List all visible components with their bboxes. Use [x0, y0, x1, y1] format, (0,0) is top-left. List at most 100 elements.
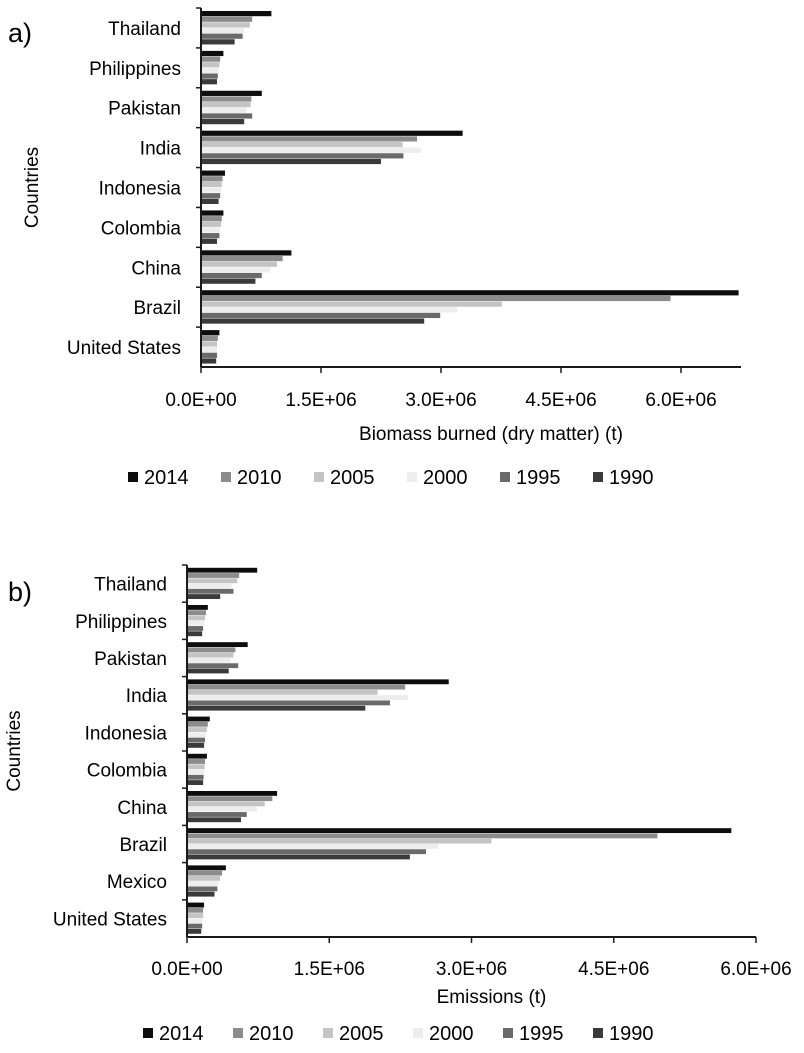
legend-label-2010: 2010 [249, 1023, 294, 1045]
bar-mexico-2005 [187, 875, 221, 881]
bar-thailand-2000 [201, 27, 245, 34]
category-label: United States [53, 909, 167, 930]
bar-united-states-2010 [187, 907, 204, 913]
bar-indonesia-2000 [187, 732, 206, 738]
bar-india-2010 [187, 684, 406, 690]
bar-pakistan-1995 [187, 663, 239, 669]
bar-thailand-2014 [201, 10, 272, 17]
x-axis-title: Biomass burned (dry matter) (t) [359, 424, 623, 445]
chart-panel-a: a) Countries Thailand Philippines Pakistan In… [8, 7, 741, 489]
category-label: Pakistan [108, 99, 181, 120]
x-axis-title: Emissions (t) [437, 987, 547, 1008]
bar-brazil-1990 [201, 318, 425, 324]
legend-swatch-2000 [407, 472, 417, 482]
bar-china-2005 [187, 801, 265, 807]
bar-thailand-1990 [187, 594, 221, 599]
bar-colombia-2005 [201, 221, 221, 227]
bar-indonesia-2014 [201, 170, 225, 176]
category-label: Colombia [87, 761, 168, 782]
bar-philippines-2000 [187, 620, 205, 626]
bar-mexico-2010 [187, 870, 223, 876]
legend-swatch-1995 [500, 472, 510, 482]
legend-label-1995: 1995 [519, 1023, 564, 1045]
legend-swatch-2014 [128, 472, 138, 482]
bar-colombia-2000 [187, 769, 205, 775]
bar-brazil-1995 [201, 312, 441, 319]
bar-indonesia-1995 [187, 737, 206, 743]
x-tick-label: 0.0E+00 [151, 959, 222, 980]
bar-india-2005 [187, 689, 378, 695]
bar-philippines-1995 [201, 73, 218, 79]
category-label: Philippines [89, 59, 181, 80]
category-label: Brazil [119, 835, 167, 856]
category-label: Philippines [75, 612, 167, 633]
chart-panel-b: b) Countries Thailand Philippines Pakistan In… [4, 564, 792, 1045]
bar-philippines-2014 [201, 50, 224, 57]
bar-united-states-1990 [201, 358, 217, 364]
bar-indonesia-1990 [201, 198, 219, 204]
bar-philippines-1990 [187, 631, 203, 637]
bar-thailand-1995 [201, 33, 243, 39]
bar-united-states-1995 [187, 923, 203, 929]
bar-china-2010 [201, 255, 283, 262]
bar-brazil-2010 [201, 295, 671, 302]
x-tick-label: 0.0E+00 [165, 390, 236, 411]
bar-india-1990 [187, 705, 366, 711]
bar-colombia-1995 [187, 774, 204, 780]
bar-indonesia-1995 [201, 193, 221, 199]
bar-china-2000 [201, 267, 271, 273]
bar-colombia-1995 [201, 233, 220, 239]
bar-indonesia-2010 [201, 176, 223, 182]
legend-label-2010: 2010 [237, 467, 282, 489]
bar-thailand-2005 [201, 22, 250, 28]
bar-india-1990 [201, 158, 381, 165]
bar-pakistan-1990 [201, 119, 245, 125]
bar-brazil-2014 [201, 290, 739, 296]
bar-india-2010 [201, 136, 417, 142]
category-label: Colombia [101, 218, 182, 239]
bar-philippines-2010 [201, 56, 221, 62]
bar-brazil-2000 [201, 307, 457, 313]
bar-brazil-1995 [187, 849, 426, 855]
bar-thailand-2010 [201, 16, 253, 22]
legend-label-2000: 2000 [429, 1023, 474, 1045]
bar-china-1990 [201, 278, 256, 284]
legend-swatch-2010 [233, 1028, 243, 1038]
bar-united-states-2000 [201, 347, 217, 353]
category-label: Indonesia [85, 723, 168, 744]
legend-label-1990: 1990 [609, 467, 654, 489]
bar-brazil-2010 [187, 833, 658, 839]
bar-philippines-2005 [201, 62, 220, 68]
bar-indonesia-2010 [187, 721, 208, 727]
bar-philippines-2000 [201, 67, 219, 74]
bar-india-2014 [187, 679, 449, 685]
bar-brazil-2005 [201, 301, 502, 307]
bar-china-1990 [187, 817, 242, 823]
bar-china-1995 [187, 812, 247, 817]
panel-label: b) [8, 577, 32, 607]
category-label: United States [67, 338, 181, 359]
bar-philippines-2005 [187, 615, 206, 621]
bar-mexico-1995 [187, 886, 218, 892]
bar-china-2005 [201, 261, 277, 267]
legend-swatch-2000 [413, 1028, 423, 1038]
category-label: China [117, 798, 167, 819]
bar-pakistan-2005 [187, 652, 234, 658]
category-label: Indonesia [99, 179, 182, 200]
bar-colombia-2014 [201, 210, 224, 216]
x-tick-label: 4.5E+06 [525, 390, 596, 411]
x-tick-label: 3.0E+06 [405, 390, 476, 411]
bar-thailand-1995 [187, 588, 234, 594]
bar-thailand-2000 [187, 583, 232, 589]
bar-mexico-2000 [187, 881, 219, 887]
legend-swatch-1990 [593, 472, 603, 482]
bar-colombia-2005 [187, 764, 205, 770]
legend-swatch-2005 [323, 1028, 333, 1038]
bar-pakistan-2000 [201, 107, 247, 113]
bar-brazil-2000 [187, 844, 439, 849]
category-label: Pakistan [94, 649, 167, 670]
bar-indonesia-1990 [187, 742, 205, 748]
legend-swatch-1995 [503, 1028, 513, 1038]
bar-united-states-1990 [187, 928, 202, 934]
